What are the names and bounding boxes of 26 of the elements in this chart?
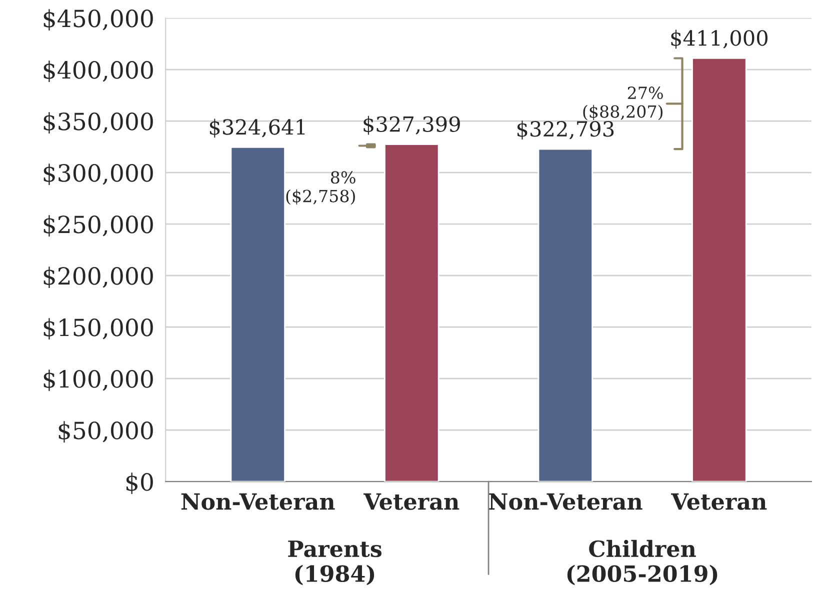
x-tick-label: Non-Veteran: [181, 493, 335, 510]
bar: [692, 58, 747, 482]
y-tick-label: $50,000: [58, 421, 153, 443]
annotation: 8% ($2,758): [286, 171, 356, 205]
annotation: 27% ($88,207): [583, 86, 663, 120]
y-tick-label: $200,000: [44, 266, 153, 288]
text: Parents (1984): [288, 540, 382, 586]
bar: [384, 144, 440, 482]
y-tick-label: $400,000: [44, 60, 153, 82]
y-tick-label: $350,000: [44, 112, 153, 134]
y-tick-label: $0: [126, 472, 153, 494]
bar: [230, 146, 286, 482]
text: Children (2005-2019): [567, 540, 718, 586]
x-tick-label: Veteran: [363, 493, 460, 510]
x-tick-label: Veteran: [671, 493, 767, 510]
bar: [538, 148, 594, 482]
data-label: $411,000: [671, 30, 768, 49]
data-label: $324,641: [210, 118, 305, 138]
data-label: $327,399: [364, 116, 460, 135]
y-tick-label: $100,000: [44, 370, 153, 392]
y-tick-label: $150,000: [44, 318, 153, 340]
y-tick-label: $450,000: [44, 9, 153, 30]
y-tick-label: $250,000: [44, 215, 153, 237]
data-label: $322,793: [517, 120, 614, 140]
y-tick-label: $300,000: [44, 164, 153, 186]
x-tick-label: Non-Veteran: [488, 493, 642, 510]
